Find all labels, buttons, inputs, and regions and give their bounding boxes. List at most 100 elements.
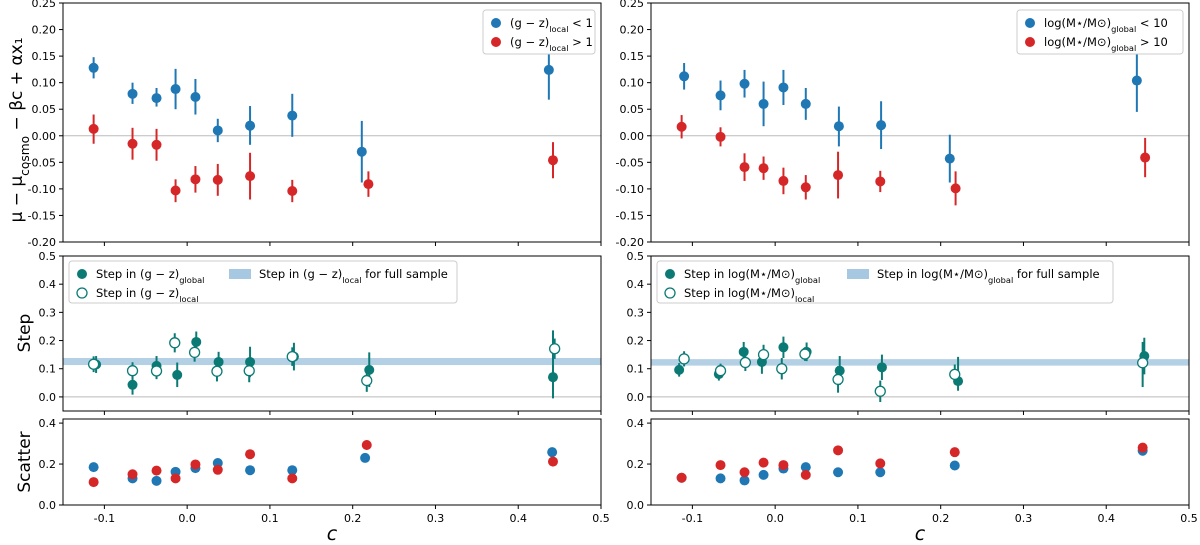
data-point — [363, 179, 374, 190]
data-point — [547, 447, 558, 458]
x-axis-label: c — [915, 523, 926, 545]
data-point-open — [678, 353, 690, 365]
y-tick-label: -0.15 — [28, 209, 56, 222]
series-1 — [676, 115, 1151, 206]
series-1 — [88, 440, 558, 488]
data-point-open — [799, 348, 811, 360]
axes-frame — [62, 255, 602, 412]
x-tick-label: 0.2 — [344, 512, 362, 525]
y-tick-label: 0.05 — [620, 103, 645, 116]
data-point — [875, 467, 886, 478]
data-point-open — [1136, 357, 1149, 369]
data-point — [88, 462, 99, 473]
y-tick-label: 0.2 — [39, 335, 57, 348]
data-point — [360, 452, 371, 463]
y-tick-label: 0.0 — [627, 499, 645, 512]
panel-bot-right: 0.0 0.2 0.4 -0.1 0.0 0.1 0.2 0.3 0.4 0.5 c — [627, 417, 1198, 545]
data-point — [1131, 75, 1142, 86]
data-point-open — [757, 348, 770, 361]
data-point — [213, 356, 224, 367]
y-tick-label: 0.00 — [620, 130, 645, 143]
y-tick-label: 0.2 — [627, 458, 645, 471]
y-tick-label: 0.15 — [620, 50, 645, 63]
y-tick-label: -0.20 — [616, 236, 644, 249]
data-point — [949, 460, 960, 471]
legend-frame — [68, 260, 458, 304]
data-point — [170, 473, 181, 484]
data-point — [287, 465, 298, 476]
data-point — [127, 379, 138, 390]
data-point — [151, 139, 162, 150]
legend-marker-open — [76, 287, 88, 299]
data-point — [170, 185, 181, 196]
data-point — [88, 123, 99, 134]
legend-label: Step in log(M⋆/M⊙)global for full sample — [877, 267, 1100, 285]
data-point — [676, 121, 687, 132]
x-tick-label: 0.5 — [592, 512, 610, 525]
x-tick-label: -0.1 — [682, 512, 703, 525]
data-point — [800, 182, 811, 193]
legend-marker — [1025, 18, 1035, 28]
data-point-open — [361, 374, 373, 387]
data-point-open — [243, 365, 255, 377]
x-tick-label: 0.1 — [261, 512, 279, 525]
data-point — [758, 457, 769, 468]
data-point — [715, 90, 726, 101]
data-point — [543, 64, 554, 75]
data-point-open — [169, 337, 181, 349]
y-tick-label: -0.15 — [616, 209, 644, 222]
data-point — [944, 153, 955, 164]
data-point-open — [548, 343, 561, 355]
panel-bot-left: 0.0 0.2 0.4 -0.1 0.0 0.1 0.2 0.3 0.4 0.5 Scatter c — [15, 417, 610, 545]
axes-frame — [62, 418, 602, 506]
y-tick-label: 0.1 — [627, 363, 645, 376]
series-1 — [87, 333, 561, 392]
data-point-open — [286, 350, 298, 363]
data-point-open — [949, 368, 961, 381]
data-point — [356, 146, 367, 157]
legend-marker — [491, 37, 501, 47]
data-point — [833, 467, 844, 478]
full-sample-band — [63, 358, 601, 366]
y-tick-label: -0.10 — [616, 183, 644, 196]
data-point — [245, 465, 256, 476]
legend-label: Step in (g − z)local for full sample — [259, 267, 448, 285]
y-tick-label: 0.05 — [32, 103, 57, 116]
data-point — [833, 445, 844, 456]
data-point — [151, 465, 162, 476]
data-point-open — [776, 363, 788, 375]
y-tick-label: 0.25 — [620, 0, 645, 10]
data-point — [245, 120, 256, 131]
data-point — [245, 449, 256, 460]
data-point — [800, 469, 811, 480]
x-axis-label: c — [327, 523, 338, 545]
axes-frame — [650, 2, 1190, 243]
y-tick-label: 0.0 — [627, 391, 645, 404]
data-point — [778, 175, 789, 186]
x-tick-label: 0.4 — [509, 512, 527, 525]
data-point — [127, 88, 138, 99]
y-tick-label: 0.0 — [39, 391, 57, 404]
data-point — [715, 131, 726, 142]
y-tick-label: -0.10 — [28, 183, 56, 196]
x-tick-label: 0.3 — [427, 512, 445, 525]
data-point — [676, 472, 687, 483]
data-point — [739, 162, 750, 173]
legend-label: Step in (g − z)local — [96, 286, 199, 304]
x-tick-label: 0.4 — [1097, 512, 1115, 525]
series-1 — [88, 114, 558, 203]
legend-marker-open — [664, 287, 676, 299]
legend-frame — [656, 260, 1114, 304]
y-tick-label: 0.20 — [620, 24, 645, 37]
data-point — [758, 469, 769, 480]
data-point — [679, 71, 690, 82]
data-point — [127, 469, 138, 480]
y-tick-label: -0.20 — [28, 236, 56, 249]
data-point — [800, 462, 811, 473]
data-point-open — [832, 373, 844, 386]
data-point — [364, 364, 375, 375]
data-point — [950, 183, 961, 194]
